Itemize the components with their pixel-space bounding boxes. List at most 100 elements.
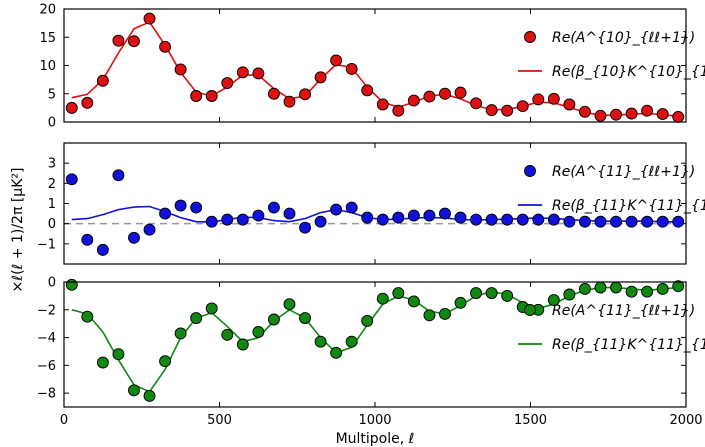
data-point [330, 346, 343, 359]
series-line-top [71, 20, 679, 118]
data-point [392, 211, 405, 224]
data-point [159, 355, 172, 368]
x-tick-label: 2000 [669, 413, 702, 428]
data-point [485, 287, 498, 300]
data-point [376, 292, 389, 305]
data-point [641, 285, 654, 298]
data-point [641, 104, 654, 117]
data-point [236, 213, 249, 226]
data-point [112, 34, 125, 47]
legend-label-line: Re(β_{11}K^{11}_{11ℓℓ+1}) [552, 198, 705, 214]
data-point [236, 66, 249, 79]
data-point [96, 356, 109, 369]
data-point [594, 215, 607, 228]
data-point [392, 104, 405, 117]
data-point [221, 77, 234, 89]
data-point [174, 199, 187, 212]
data-point [439, 87, 451, 100]
data-point [81, 96, 94, 109]
data-point [672, 110, 685, 123]
data-point [501, 289, 514, 302]
data-point [283, 298, 296, 311]
data-point [190, 312, 203, 325]
y-tick-label: 20 [39, 3, 56, 18]
data-point [578, 215, 591, 228]
y-tick-label: 15 [39, 31, 56, 46]
data-point [283, 207, 296, 220]
panel-top: 0 5 10 15 20 Re(A^{10}_{ℓℓ+1}) Re(β_{10}K^{10}… [39, 3, 705, 131]
data-point [641, 215, 654, 228]
data-point [423, 309, 436, 322]
data-point [159, 40, 172, 53]
data-point [330, 203, 343, 216]
data-point [392, 287, 405, 300]
data-point [501, 213, 514, 226]
legend-marker-points [524, 165, 536, 177]
data-point [221, 328, 234, 341]
legend-marker-points [524, 31, 536, 43]
x-tick-label: 500 [207, 413, 232, 428]
data-point [221, 213, 234, 226]
data-point [143, 389, 156, 402]
data-point [314, 215, 327, 228]
data-point [330, 54, 343, 67]
data-point [672, 215, 685, 228]
data-point [470, 213, 483, 226]
data-point [454, 296, 467, 309]
data-point [625, 215, 638, 228]
data-point [128, 231, 140, 244]
data-point [407, 209, 420, 222]
legend-marker-points [524, 304, 536, 316]
data-point [454, 86, 467, 99]
data-point [236, 338, 249, 351]
data-point [610, 215, 622, 228]
x-axis-label: Multipole, ℓ [336, 431, 415, 447]
data-point [96, 74, 109, 87]
data-point [267, 87, 280, 100]
data-point [159, 207, 172, 220]
legend-label-points: Re(A^{11}_{ℓℓ+1}) [552, 164, 695, 180]
data-point [501, 104, 514, 117]
data-point [299, 221, 311, 234]
data-point [547, 294, 560, 307]
data-point [252, 209, 265, 222]
y-tick-label: 0 [48, 217, 56, 232]
data-point [656, 282, 669, 295]
data-point [547, 92, 560, 105]
x-tick-label: 0 [60, 413, 68, 428]
axes-frame [63, 8, 687, 123]
data-point [345, 201, 358, 214]
data-point [112, 348, 125, 361]
data-point [283, 95, 296, 108]
data-point [423, 209, 436, 222]
data-point [625, 285, 638, 298]
data-point [407, 295, 420, 308]
data-point [423, 90, 436, 103]
data-point [625, 107, 638, 120]
data-point [532, 213, 545, 226]
data-point [65, 101, 78, 114]
y-tick-label: 0 [48, 116, 56, 131]
data-point [96, 243, 109, 256]
data-point [439, 307, 451, 320]
data-point [516, 100, 529, 113]
data-point [299, 88, 311, 101]
series-line-bottom [71, 286, 679, 393]
data-point [563, 98, 576, 111]
y-tick-label: −8 [37, 387, 56, 402]
data-point [314, 71, 327, 84]
data-point [578, 282, 591, 295]
x-tick-label: 1000 [358, 413, 391, 428]
data-point [205, 215, 218, 228]
y-tick-label: 2 [48, 177, 56, 192]
data-point [205, 302, 218, 315]
legend-label-points: Re(A^{10}_{ℓℓ+1}) [552, 30, 695, 46]
data-point [174, 63, 187, 76]
data-point [267, 201, 280, 214]
data-point [656, 215, 669, 228]
data-point [578, 105, 591, 118]
axes-frame [63, 281, 687, 408]
data-point [485, 104, 498, 117]
data-point [345, 62, 358, 75]
